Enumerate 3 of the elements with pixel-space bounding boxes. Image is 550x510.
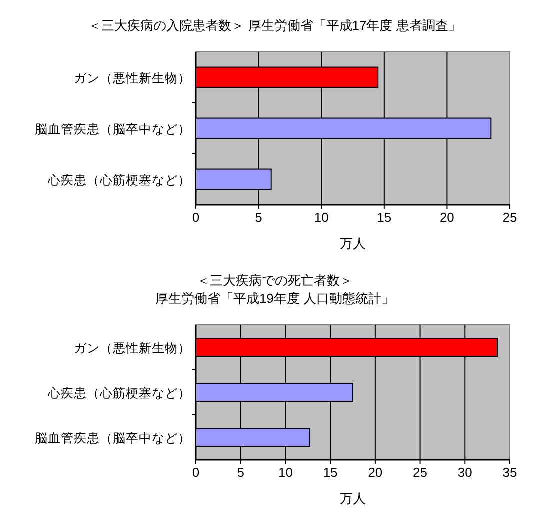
subtitle: 厚生労働省「平成19年度 人口動態統計」 <box>155 291 395 306</box>
title: ＜三大疾病の入院患者数＞ 厚生労働省「平成17年度 患者調査」 <box>88 18 462 33</box>
title: ＜三大疾病での死亡者数＞ <box>197 273 353 288</box>
